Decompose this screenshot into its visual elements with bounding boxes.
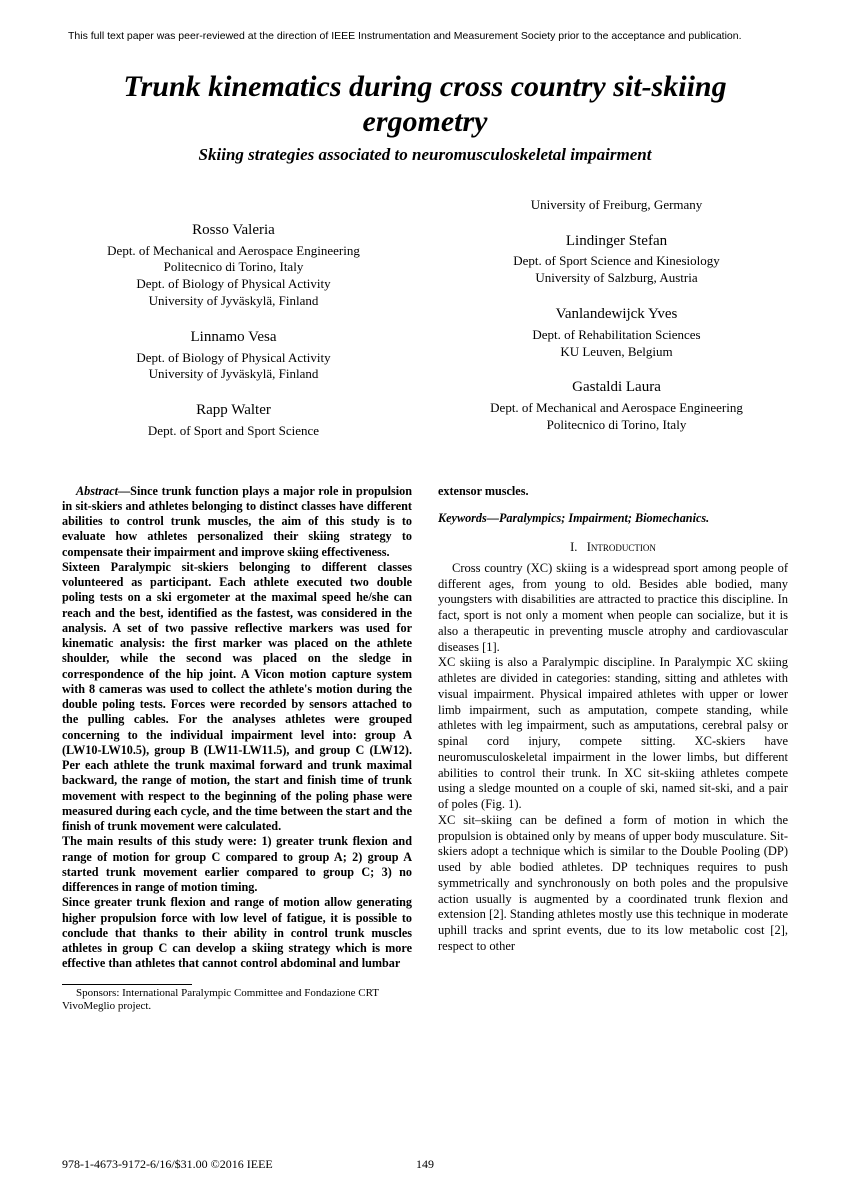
author-affil: Dept. of Mechanical and Aerospace Engine… bbox=[62, 243, 405, 260]
author-affil: University of Jyväskylä, Finland bbox=[62, 293, 405, 310]
paper-title: Trunk kinematics during cross country si… bbox=[62, 70, 788, 139]
keywords-text: Paralympics; Impairment; Biomechanics. bbox=[499, 511, 709, 525]
author-name: Rosso Valeria bbox=[62, 221, 405, 241]
keywords: Keywords—Paralympics; Impairment; Biomec… bbox=[438, 511, 788, 526]
authors-left-col: Rosso Valeria Dept. of Mechanical and Ae… bbox=[62, 197, 405, 458]
peer-review-note: This full text paper was peer-reviewed a… bbox=[68, 30, 788, 42]
author-group: Linnamo Vesa Dept. of Biology of Physica… bbox=[62, 328, 405, 383]
author-group: Rosso Valeria Dept. of Mechanical and Ae… bbox=[62, 221, 405, 310]
keywords-label: Keywords— bbox=[438, 511, 499, 525]
author-affil: Politecnico di Torino, Italy bbox=[62, 259, 405, 276]
author-affil: Dept. of Biology of Physical Activity bbox=[62, 276, 405, 293]
sponsor-rule bbox=[62, 984, 192, 985]
author-name: Linnamo Vesa bbox=[62, 328, 405, 348]
intro-p3: XC sit–skiing can be defined a form of m… bbox=[438, 813, 788, 955]
author-affil: Dept. of Biology of Physical Activity bbox=[62, 350, 405, 367]
author-affil: Dept. of Sport Science and Kinesiology bbox=[445, 253, 788, 270]
abstract-label: Abstract— bbox=[76, 484, 130, 498]
abstract-p5: extensor muscles. bbox=[438, 484, 788, 499]
authors-right-col: University of Freiburg, Germany Lindinge… bbox=[445, 197, 788, 458]
author-affil: Dept. of Mechanical and Aerospace Engine… bbox=[445, 400, 788, 417]
intro-text: Cross country (XC) skiing is a widesprea… bbox=[438, 561, 788, 955]
right-column: extensor muscles. Keywords—Paralympics; … bbox=[438, 484, 788, 1013]
abstract: Abstract—Since trunk function plays a ma… bbox=[62, 484, 412, 972]
author-group: Vanlandewijck Yves Dept. of Rehabilitati… bbox=[445, 305, 788, 360]
author-affil: University of Salzburg, Austria bbox=[445, 270, 788, 287]
author-name: Rapp Walter bbox=[62, 401, 405, 421]
author-group: Lindinger Stefan Dept. of Sport Science … bbox=[445, 232, 788, 287]
paper-subtitle: Skiing strategies associated to neuromus… bbox=[62, 145, 788, 165]
author-name: Gastaldi Laura bbox=[445, 378, 788, 398]
authors-block: Rosso Valeria Dept. of Mechanical and Ae… bbox=[62, 197, 788, 458]
author-name: Vanlandewijck Yves bbox=[445, 305, 788, 325]
footer-page-num: 149 bbox=[416, 1157, 434, 1172]
author-affil: Dept. of Sport and Sport Science bbox=[62, 423, 405, 440]
section-num: I. bbox=[570, 540, 577, 554]
author-group: Rapp Walter Dept. of Sport and Sport Sci… bbox=[62, 401, 405, 439]
intro-p2: XC skiing is also a Paralympic disciplin… bbox=[438, 655, 788, 813]
author-group: Gastaldi Laura Dept. of Mechanical and A… bbox=[445, 378, 788, 433]
body-columns: Abstract—Since trunk function plays a ma… bbox=[62, 484, 788, 1013]
abstract-p2: Sixteen Paralympic sit-skiers belonging … bbox=[62, 560, 412, 835]
abstract-p3: The main results of this study were: 1) … bbox=[62, 834, 412, 895]
sponsor-text: Sponsors: International Paralympic Commi… bbox=[62, 987, 412, 1013]
author-affil: University of Jyväskylä, Finland bbox=[62, 366, 405, 383]
author-affil: KU Leuven, Belgium bbox=[445, 344, 788, 361]
author-affil: Dept. of Rehabilitation Sciences bbox=[445, 327, 788, 344]
abstract-continued: extensor muscles. bbox=[438, 484, 788, 499]
section-name: Introduction bbox=[587, 540, 656, 554]
intro-p1: Cross country (XC) skiing is a widesprea… bbox=[438, 561, 788, 656]
author-affil: Politecnico di Torino, Italy bbox=[445, 417, 788, 434]
abstract-p4: Since greater trunk flexion and range of… bbox=[62, 895, 412, 971]
footer: 978-1-4673-9172-6/16/$31.00 ©2016 IEEE 1… bbox=[62, 1157, 788, 1172]
author-name: Lindinger Stefan bbox=[445, 232, 788, 252]
section-heading: I. Introduction bbox=[438, 540, 788, 555]
footer-copyright: 978-1-4673-9172-6/16/$31.00 ©2016 IEEE bbox=[62, 1157, 273, 1172]
author-affil-top: University of Freiburg, Germany bbox=[445, 197, 788, 214]
left-column: Abstract—Since trunk function plays a ma… bbox=[62, 484, 412, 1013]
